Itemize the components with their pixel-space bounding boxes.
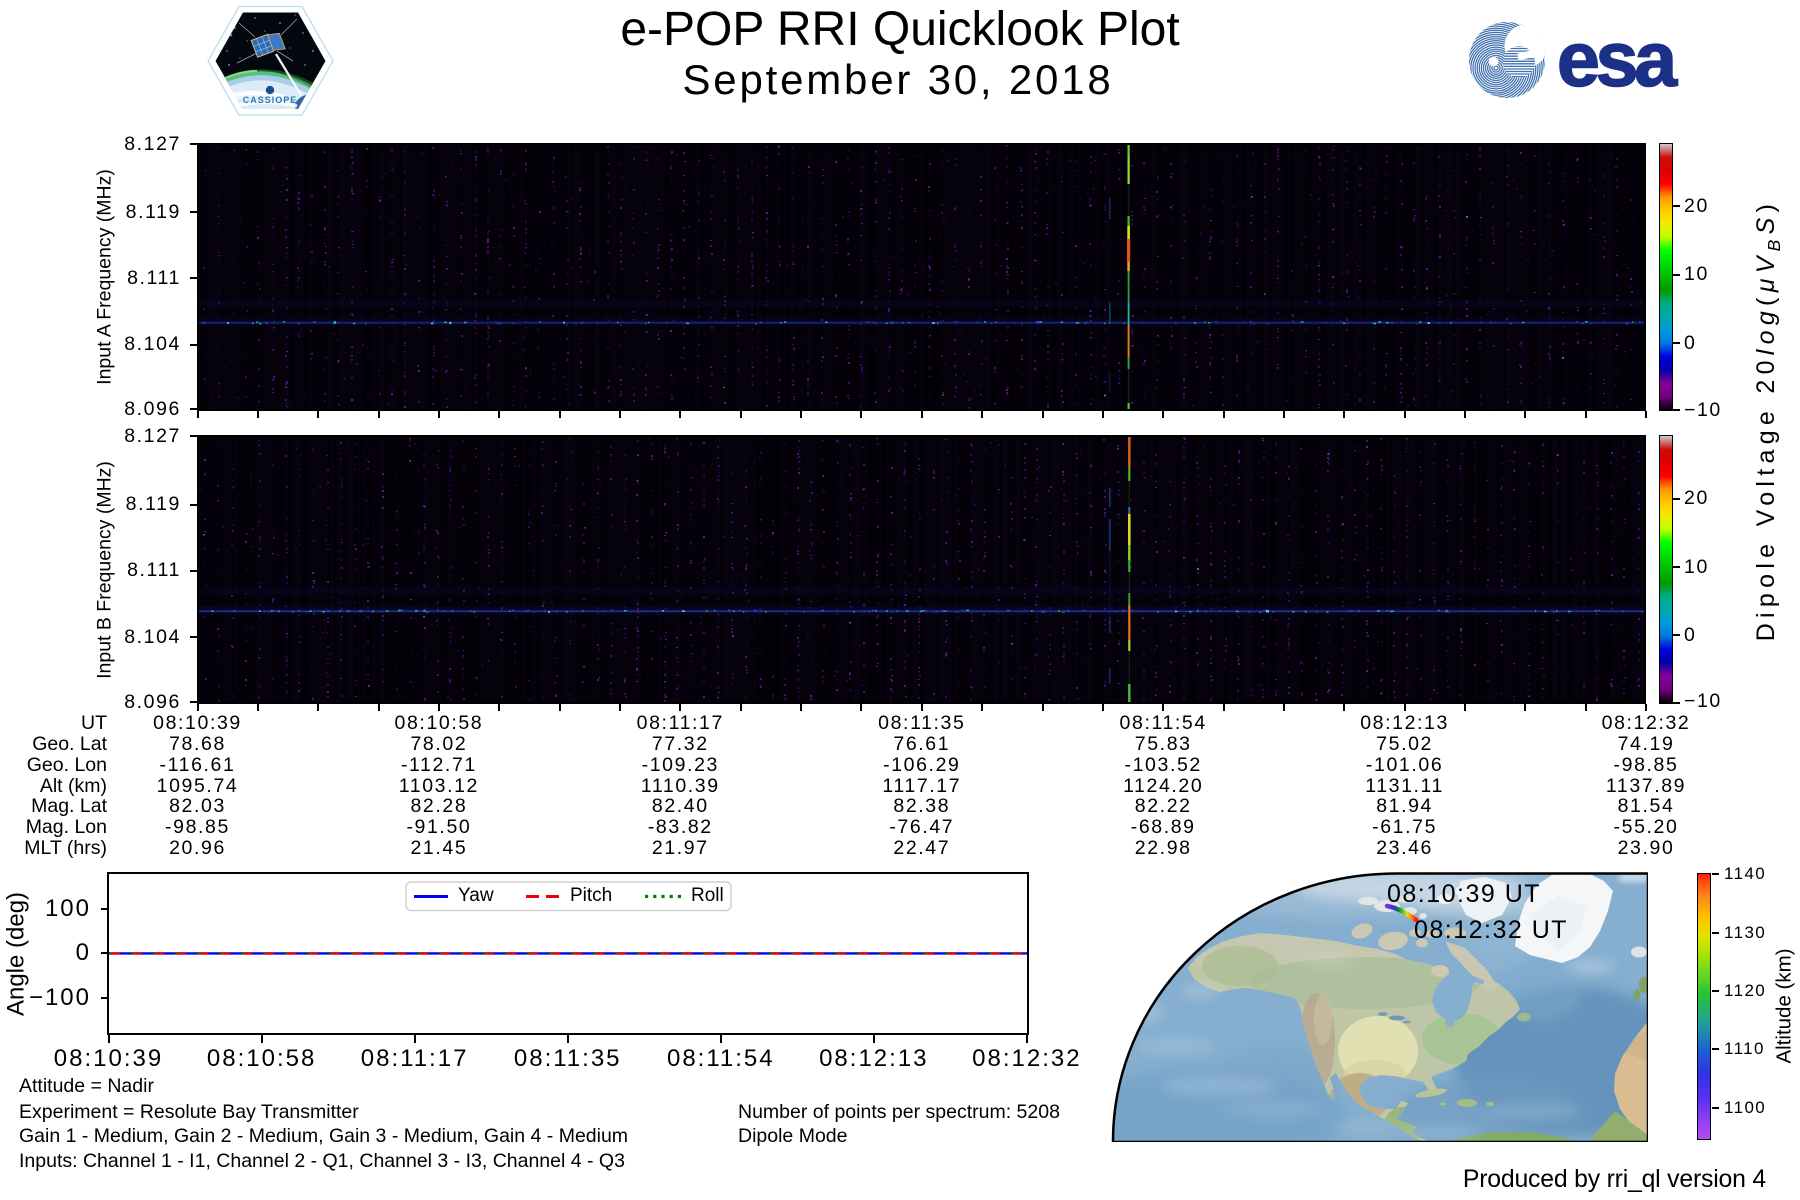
svg-text:08:12:32 UT: 08:12:32 UT	[1414, 916, 1568, 944]
svg-text:08:10:39 UT: 08:10:39 UT	[1387, 880, 1541, 908]
svg-text:CASSIOPE: CASSIOPE	[243, 95, 298, 105]
svg-text:esa: esa	[1557, 17, 1678, 103]
